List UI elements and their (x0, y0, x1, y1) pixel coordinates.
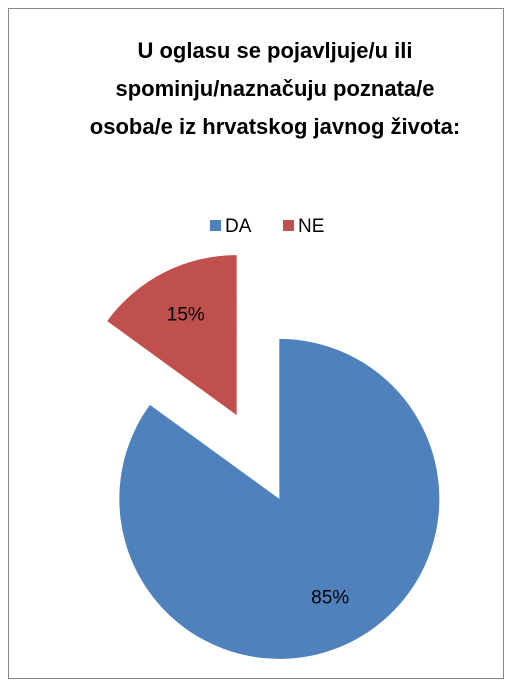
pie-slice (119, 338, 440, 659)
legend-swatch (283, 220, 294, 231)
pie-slice (107, 255, 237, 416)
chart-title: U oglasu se pojavljuje/u ili spominju/na… (89, 38, 461, 139)
legend-label: DA (225, 216, 252, 237)
chart-frame (8, 8, 504, 679)
data-label: 85% (311, 588, 349, 609)
legend-swatch (210, 220, 221, 231)
legend-label: NE (298, 216, 324, 237)
data-label: 15% (167, 304, 205, 325)
